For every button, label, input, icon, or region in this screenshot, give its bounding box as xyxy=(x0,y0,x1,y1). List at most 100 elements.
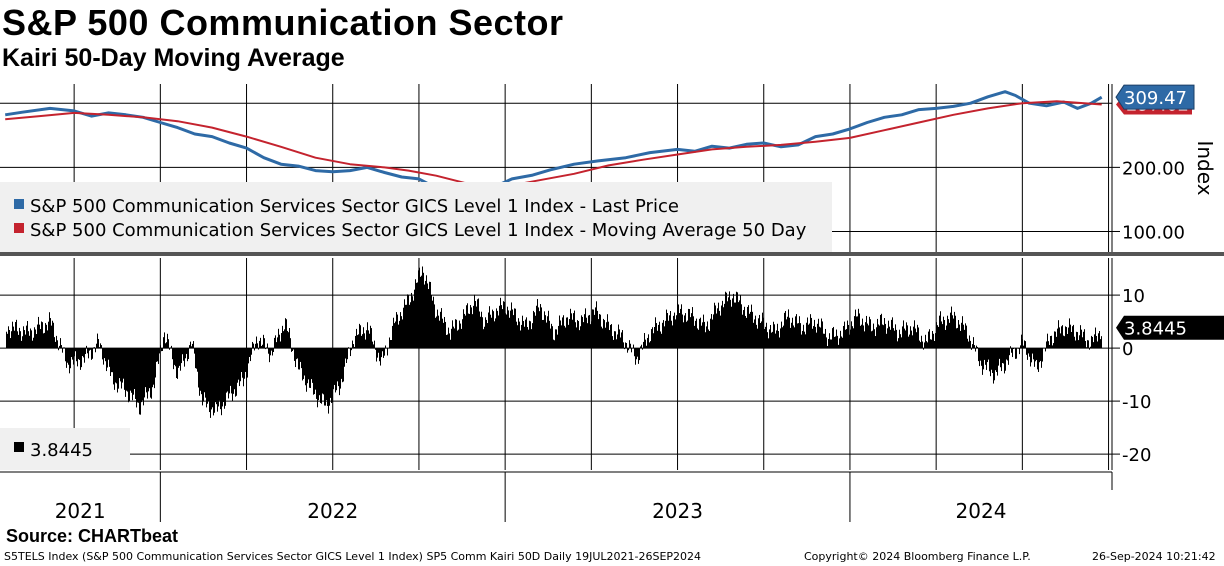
kairi-bar xyxy=(1000,348,1001,368)
kairi-bar xyxy=(294,348,295,361)
kairi-bar xyxy=(463,309,464,349)
kairi-bar xyxy=(96,343,97,349)
kairi-bar xyxy=(355,335,356,349)
kairi-bar xyxy=(682,314,683,349)
kairi-bar xyxy=(778,331,779,349)
kairi-bar xyxy=(882,324,883,349)
kairi-bar xyxy=(466,305,467,349)
kairi-bar xyxy=(1011,348,1012,353)
kairi-bar xyxy=(306,348,307,392)
kairi-bar xyxy=(242,348,243,378)
kairi-bar xyxy=(217,348,218,412)
kairi-bar xyxy=(867,323,868,349)
kairi-bar xyxy=(696,318,697,349)
kairi-bar xyxy=(944,320,945,349)
kairi-bar xyxy=(1022,339,1023,349)
kairi-bar xyxy=(577,320,578,349)
kairi-bars-group xyxy=(6,266,1102,418)
kairi-bar xyxy=(18,334,19,349)
kairi-bar xyxy=(975,348,976,352)
kairi-bar xyxy=(337,348,338,382)
kairi-bar xyxy=(231,348,232,394)
kairi-bar xyxy=(94,347,95,349)
kairi-bar xyxy=(739,300,740,349)
kairi-bar xyxy=(1021,334,1022,349)
kairi-bar xyxy=(79,348,80,360)
year-label: 2022 xyxy=(307,499,358,523)
kairi-bar xyxy=(962,316,963,349)
kairi-bar xyxy=(952,315,953,349)
kairi-bar xyxy=(78,348,79,360)
kairi-bar xyxy=(912,335,913,349)
kairi-bar xyxy=(598,319,599,349)
kairi-bar xyxy=(1093,342,1094,349)
kairi-bar xyxy=(124,348,125,390)
kairi-bar xyxy=(460,323,461,349)
kairi-bar xyxy=(810,314,811,349)
kairi-bar xyxy=(1048,341,1049,349)
kairi-bar xyxy=(982,348,983,375)
kairi-bar xyxy=(311,348,312,380)
price-panel: S&P 500 Communication Services Sector GI… xyxy=(0,84,1217,252)
kairi-bar xyxy=(977,346,978,349)
kairi-bar xyxy=(903,320,904,349)
kairi-bar xyxy=(1053,343,1054,349)
kairi-bar xyxy=(277,337,278,349)
kairi-bar xyxy=(469,313,470,349)
kairi-bar xyxy=(426,275,427,349)
kairi-bar xyxy=(300,348,301,362)
kairi-bar xyxy=(660,331,661,349)
kairi-bar xyxy=(808,324,809,349)
kairi-bar xyxy=(59,345,60,349)
kairi-bar xyxy=(301,348,302,369)
kairi-bar xyxy=(804,331,805,349)
kairi-bar xyxy=(321,348,322,404)
kairi-bar xyxy=(658,324,659,349)
kairi-bar xyxy=(249,348,250,357)
kairi-bar xyxy=(67,348,68,363)
kairi-bar xyxy=(1002,348,1003,363)
kairi-bar xyxy=(888,320,889,349)
kairi-bar xyxy=(716,313,717,349)
kairi-bar xyxy=(500,297,501,349)
kairi-bar xyxy=(54,337,55,349)
kairi-bar xyxy=(220,348,221,410)
kairi-bar xyxy=(690,317,691,349)
kairi-bar xyxy=(750,311,751,349)
kairi-bar xyxy=(522,315,523,349)
kairi-bar xyxy=(497,310,498,349)
kairi-bar xyxy=(836,329,837,349)
kairi-bar xyxy=(1031,348,1032,363)
kairi-bar xyxy=(574,310,575,349)
kairi-bar xyxy=(116,348,117,384)
year-label: 2024 xyxy=(956,499,1007,523)
kairi-bar xyxy=(623,342,624,349)
kairi-bar xyxy=(71,348,72,358)
kairi-bar xyxy=(457,330,458,349)
kairi-bar xyxy=(268,348,269,354)
kairi-legend: 3.8445 xyxy=(0,428,130,470)
kairi-bar xyxy=(1032,348,1033,354)
kairi-bar xyxy=(516,321,517,349)
kairi-bar xyxy=(899,329,900,349)
kairi-bar xyxy=(462,319,463,349)
kairi-bar xyxy=(247,348,248,378)
kairi-bar xyxy=(729,291,730,349)
kairi-bar xyxy=(198,348,199,388)
kairi-bar xyxy=(919,340,920,349)
kairi-bar xyxy=(169,348,170,350)
kairi-bar xyxy=(861,324,862,349)
kairi-bar xyxy=(603,318,604,349)
kairi-bar xyxy=(81,348,82,368)
kairi-bar xyxy=(883,325,884,349)
kairi-bar xyxy=(566,317,567,349)
kairi-bar xyxy=(905,330,906,349)
kairi-bar xyxy=(1072,326,1073,349)
kairi-bar xyxy=(547,316,548,349)
kairi-bar xyxy=(1060,333,1061,349)
kairi-bar xyxy=(102,348,103,360)
kairi-bar xyxy=(1008,348,1009,365)
kairi-bar xyxy=(514,308,515,349)
kairi-bar xyxy=(923,348,924,350)
